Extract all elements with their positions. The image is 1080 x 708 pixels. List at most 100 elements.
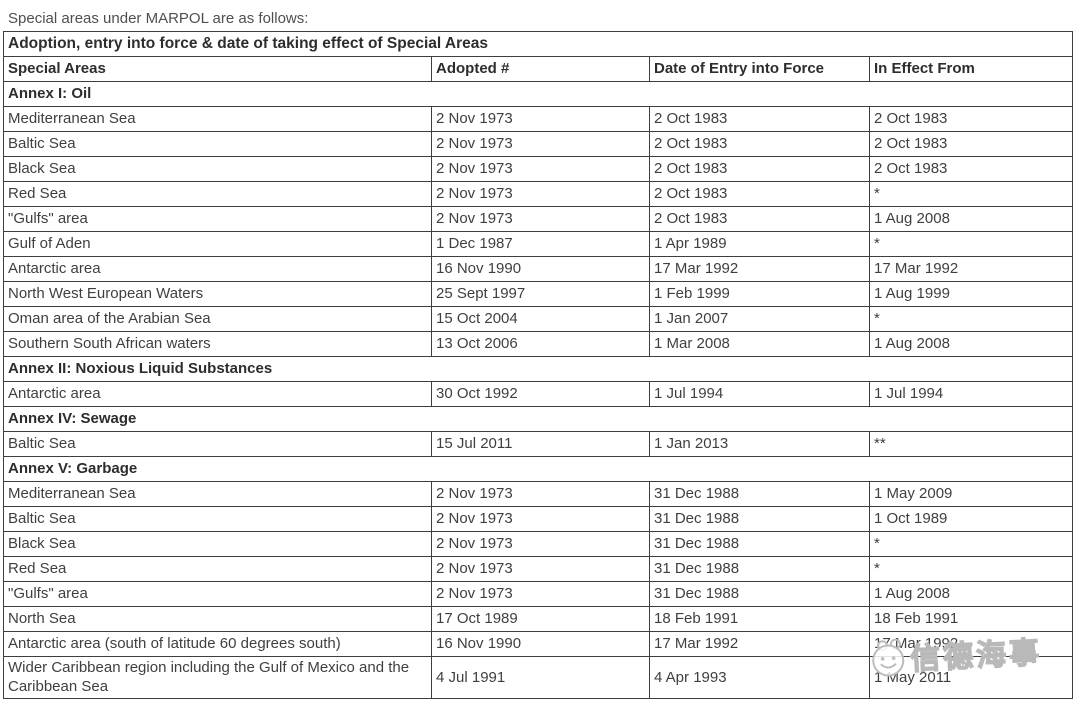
cell-adopted: 2 Nov 1973 [431,531,650,557]
cell-entry-into-force: 1 Jul 1994 [649,381,870,407]
cell-special-area: "Gulfs" area [3,206,432,232]
column-header-special-areas: Special Areas [3,56,432,82]
cell-special-area: Red Sea [3,181,432,207]
table-row: North Sea 17 Oct 1989 18 Feb 1991 18 Feb 19… [3,606,1073,632]
cell-entry-into-force: 1 Apr 1989 [649,231,870,257]
cell-adopted: 2 Nov 1973 [431,206,650,232]
cell-entry-into-force: 1 Feb 1999 [649,281,870,307]
cell-entry-into-force: 1 Jan 2007 [649,306,870,332]
cell-special-area: Baltic Sea [3,131,432,157]
cell-special-area: Gulf of Aden [3,231,432,257]
table-row: Black Sea 2 Nov 1973 2 Oct 1983 2 Oct 1983 [3,156,1073,182]
cell-entry-into-force: 18 Feb 1991 [649,606,870,632]
cell-adopted: 15 Oct 2004 [431,306,650,332]
cell-adopted: 2 Nov 1973 [431,506,650,532]
cell-entry-into-force: 31 Dec 1988 [649,481,870,507]
cell-in-effect-from: ** [869,431,1073,457]
cell-in-effect-from: 1 May 2009 [869,481,1073,507]
cell-in-effect-from: 1 Jul 1994 [869,381,1073,407]
table-row: Baltic Sea 2 Nov 1973 2 Oct 1983 2 Oct 1983 [3,131,1073,157]
cell-adopted: 2 Nov 1973 [431,181,650,207]
table-row: Antarctic area (south of latitude 60 deg… [3,631,1073,657]
cell-entry-into-force: 4 Apr 1993 [649,656,870,699]
cell-in-effect-from: 17 Mar 1992 [869,631,1073,657]
cell-in-effect-from: * [869,181,1073,207]
cell-in-effect-from: * [869,231,1073,257]
column-header-row: Special Areas Adopted # Date of Entry in… [3,56,1073,82]
cell-adopted: 2 Nov 1973 [431,156,650,182]
cell-adopted: 15 Jul 2011 [431,431,650,457]
cell-entry-into-force: 31 Dec 1988 [649,581,870,607]
table-row: Mediterranean Sea 2 Nov 1973 2 Oct 1983 2 O… [3,106,1073,132]
cell-entry-into-force: 31 Dec 1988 [649,506,870,532]
section-header-row: Annex V: Garbage [3,456,1073,482]
cell-special-area: North Sea [3,606,432,632]
cell-special-area: Wider Caribbean region including the Gul… [3,656,432,699]
cell-entry-into-force: 1 Jan 2013 [649,431,870,457]
cell-in-effect-from: 1 Aug 1999 [869,281,1073,307]
cell-in-effect-from: * [869,306,1073,332]
cell-special-area: Black Sea [3,531,432,557]
cell-in-effect-from: 1 Aug 2008 [869,581,1073,607]
intro-text: Special areas under MARPOL are as follow… [8,10,309,27]
cell-entry-into-force: 2 Oct 1983 [649,206,870,232]
cell-adopted: 2 Nov 1973 [431,481,650,507]
table-row: Southern South African waters 13 Oct 2006… [3,331,1073,357]
cell-in-effect-from: * [869,531,1073,557]
cell-adopted: 4 Jul 1991 [431,656,650,699]
cell-adopted: 13 Oct 2006 [431,331,650,357]
table-row: Antarctic area 16 Nov 1990 17 Mar 1992 17 M… [3,256,1073,282]
cell-special-area: Baltic Sea [3,431,432,457]
cell-entry-into-force: 2 Oct 1983 [649,181,870,207]
cell-special-area: Antarctic area [3,256,432,282]
cell-in-effect-from: 2 Oct 1983 [869,106,1073,132]
cell-special-area: Mediterranean Sea [3,481,432,507]
table-row: Wider Caribbean region including the Gul… [3,656,1073,699]
cell-special-area: Mediterranean Sea [3,106,432,132]
table-row: Red Sea 2 Nov 1973 2 Oct 1983 * [3,181,1073,207]
column-header-entry-into-force: Date of Entry into Force [649,56,870,82]
cell-adopted: 16 Nov 1990 [431,256,650,282]
table-row: Baltic Sea 2 Nov 1973 31 Dec 1988 1 Oct 198… [3,506,1073,532]
table-row: "Gulfs" area 2 Nov 1973 2 Oct 1983 1 Aug 20… [3,206,1073,232]
cell-special-area: Southern South African waters [3,331,432,357]
cell-adopted: 16 Nov 1990 [431,631,650,657]
column-header-adopted: Adopted # [431,56,650,82]
cell-entry-into-force: 31 Dec 1988 [649,556,870,582]
cell-entry-into-force: 2 Oct 1983 [649,131,870,157]
cell-special-area: Black Sea [3,156,432,182]
cell-special-area: North West European Waters [3,281,432,307]
cell-in-effect-from: * [869,556,1073,582]
cell-adopted: 25 Sept 1997 [431,281,650,307]
table-row: Red Sea 2 Nov 1973 31 Dec 1988 * [3,556,1073,582]
cell-special-area: Antarctic area [3,381,432,407]
section-header: Annex II: Noxious Liquid Substances [3,356,1073,382]
cell-in-effect-from: 1 Aug 2008 [869,331,1073,357]
cell-in-effect-from: 17 Mar 1992 [869,256,1073,282]
table-row: "Gulfs" area 2 Nov 1973 31 Dec 1988 1 Aug 2… [3,581,1073,607]
cell-adopted: 2 Nov 1973 [431,556,650,582]
section-header-row: Annex II: Noxious Liquid Substances [3,356,1073,382]
cell-in-effect-from: 18 Feb 1991 [869,606,1073,632]
table-row: Mediterranean Sea 2 Nov 1973 31 Dec 1988 1 … [3,481,1073,507]
table-row: Gulf of Aden 1 Dec 1987 1 Apr 1989 * [3,231,1073,257]
cell-entry-into-force: 1 Mar 2008 [649,331,870,357]
cell-adopted: 2 Nov 1973 [431,581,650,607]
cell-special-area: "Gulfs" area [3,581,432,607]
special-areas-table: Adoption, entry into force & date of tak… [3,31,1073,699]
cell-in-effect-from: 1 Aug 2008 [869,206,1073,232]
column-header-in-effect-from: In Effect From [869,56,1073,82]
cell-in-effect-from: 1 Oct 1989 [869,506,1073,532]
table-row: Black Sea 2 Nov 1973 31 Dec 1988 * [3,531,1073,557]
cell-special-area: Red Sea [3,556,432,582]
cell-entry-into-force: 17 Mar 1992 [649,631,870,657]
section-header: Annex IV: Sewage [3,406,1073,432]
cell-special-area: Oman area of the Arabian Sea [3,306,432,332]
cell-in-effect-from: 2 Oct 1983 [869,156,1073,182]
section-header-row: Annex IV: Sewage [3,406,1073,432]
cell-entry-into-force: 2 Oct 1983 [649,106,870,132]
section-header: Annex I: Oil [3,81,1073,107]
table-row: Oman area of the Arabian Sea 15 Oct 2004 1… [3,306,1073,332]
cell-in-effect-from: 1 May 2011 [869,656,1073,699]
